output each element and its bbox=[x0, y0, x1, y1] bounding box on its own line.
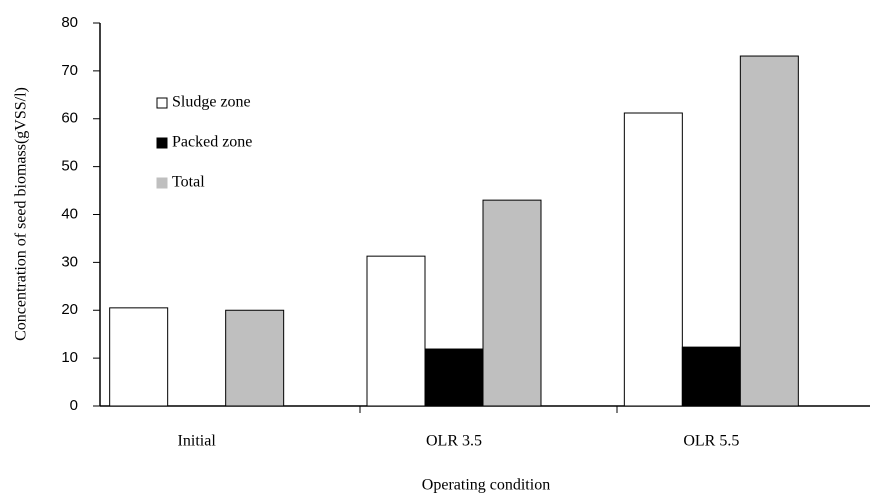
y-tick-label: 40 bbox=[61, 205, 78, 222]
y-tick-label: 30 bbox=[61, 253, 78, 270]
y-axis-label: Concentration of seed biomass(gVSS/l) bbox=[13, 87, 30, 341]
bar bbox=[424, 348, 484, 407]
legend-swatch bbox=[156, 177, 168, 189]
legend-label: Total bbox=[172, 174, 205, 191]
y-tick-label: 0 bbox=[70, 397, 78, 414]
y-tick-label: 80 bbox=[61, 14, 78, 31]
x-axis-label: Operating condition bbox=[422, 477, 550, 494]
bar bbox=[109, 307, 169, 407]
bar bbox=[366, 255, 426, 407]
x-tick-label: OLR 5.5 bbox=[683, 433, 739, 450]
y-tick-label: 60 bbox=[61, 110, 78, 127]
legend-label: Packed zone bbox=[172, 134, 252, 151]
bar bbox=[623, 112, 683, 407]
bar bbox=[225, 309, 285, 407]
bar bbox=[739, 55, 799, 407]
x-tick-label: Initial bbox=[178, 433, 217, 450]
bar bbox=[681, 346, 741, 407]
x-tick-label: OLR 3.5 bbox=[426, 433, 482, 450]
legend-swatch bbox=[156, 137, 168, 149]
y-tick-label: 20 bbox=[61, 301, 78, 318]
legend-label: Sludge zone bbox=[172, 94, 251, 111]
y-tick-label: 50 bbox=[61, 158, 78, 175]
bar bbox=[482, 199, 542, 407]
y-tick-label: 10 bbox=[61, 349, 78, 366]
y-tick-label: 70 bbox=[61, 62, 78, 79]
legend-swatch bbox=[156, 97, 168, 109]
